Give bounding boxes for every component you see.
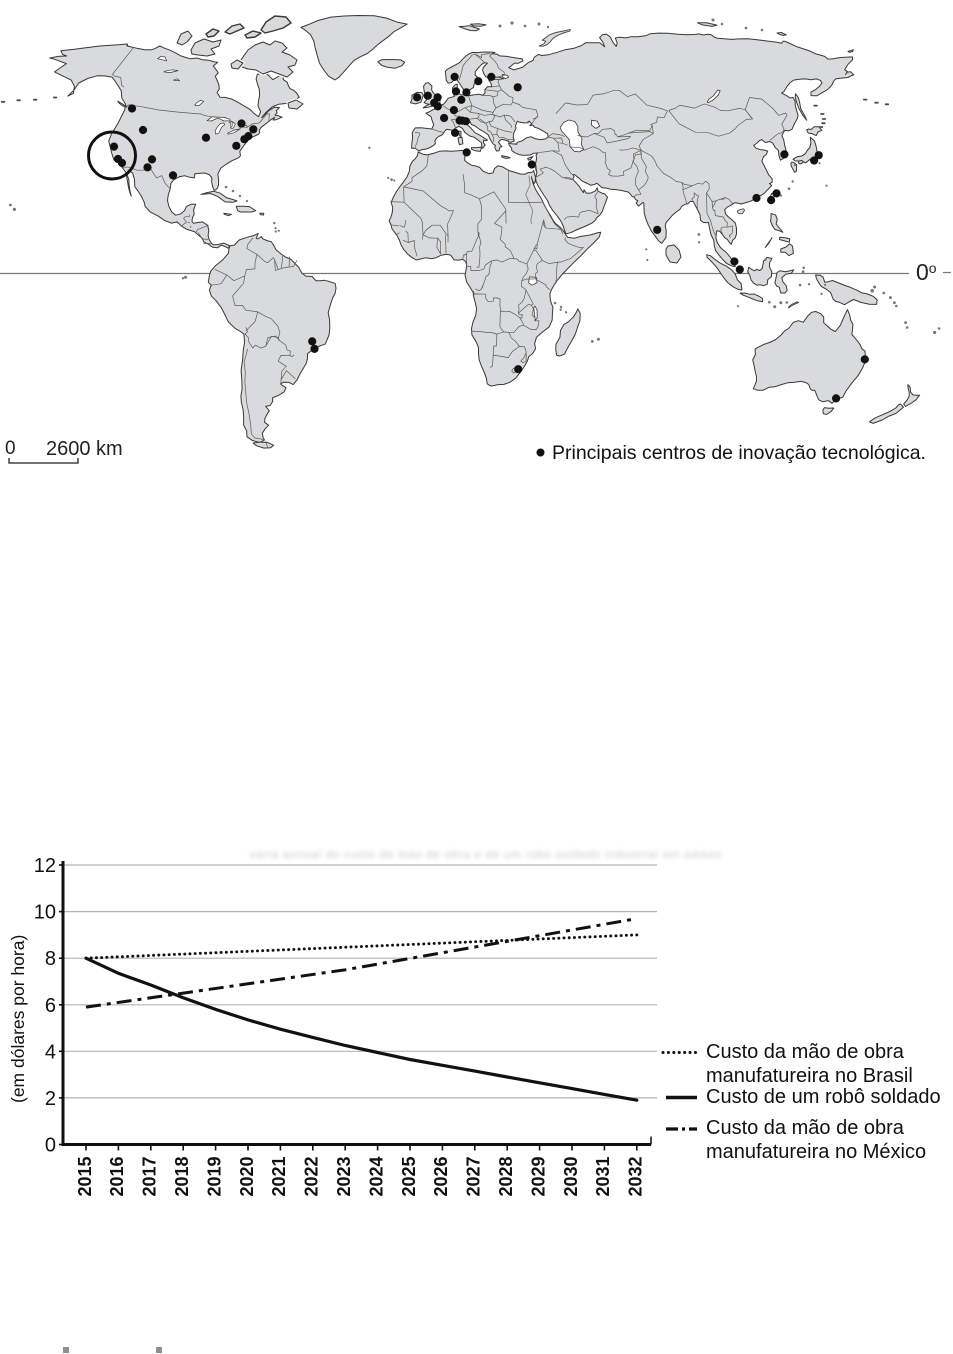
svg-text:0: 0 xyxy=(45,1135,56,1157)
svg-text:2032: 2032 xyxy=(626,1157,646,1197)
svg-text:2024: 2024 xyxy=(366,1157,386,1197)
svg-text:2025: 2025 xyxy=(399,1157,419,1197)
svg-text:2020: 2020 xyxy=(237,1157,257,1197)
svg-text:2023: 2023 xyxy=(334,1157,354,1197)
svg-text:2019: 2019 xyxy=(204,1157,224,1197)
svg-text:2026: 2026 xyxy=(431,1157,451,1197)
svg-text:(em dólares por hora): (em dólares por hora) xyxy=(8,935,28,1103)
svg-text:Custo da mão de obra: Custo da mão de obra xyxy=(706,1117,905,1139)
svg-text:2016: 2016 xyxy=(107,1157,127,1197)
svg-text:2027: 2027 xyxy=(464,1157,484,1197)
svg-text:8: 8 xyxy=(45,948,56,970)
svg-text:4: 4 xyxy=(45,1041,56,1063)
svg-text:12: 12 xyxy=(34,855,56,877)
svg-text:2022: 2022 xyxy=(302,1157,322,1197)
svg-text:2018: 2018 xyxy=(172,1157,192,1197)
svg-text:manufatureira no Brasil: manufatureira no Brasil xyxy=(706,1065,913,1087)
svg-text:Principais centros de inovação: Principais centros de inovação tecnológi… xyxy=(552,442,926,464)
svg-text:2031: 2031 xyxy=(593,1157,613,1197)
svg-text:0: 0 xyxy=(5,438,16,459)
svg-text:2600 km: 2600 km xyxy=(46,438,123,460)
svg-text:2028: 2028 xyxy=(496,1157,516,1197)
svg-text:Custo da mão de obra: Custo da mão de obra xyxy=(706,1041,905,1063)
svg-text:10: 10 xyxy=(34,902,56,924)
svg-text:6: 6 xyxy=(45,995,56,1017)
svg-text:2017: 2017 xyxy=(140,1157,160,1197)
svg-text:2: 2 xyxy=(45,1088,56,1110)
svg-text:Custo de um robô soldado: Custo de um robô soldado xyxy=(706,1086,941,1108)
svg-text:manufatureira no México: manufatureira no México xyxy=(706,1141,926,1163)
svg-text:2015: 2015 xyxy=(75,1157,95,1197)
svg-text:2021: 2021 xyxy=(269,1157,289,1197)
svg-text:2029: 2029 xyxy=(528,1157,548,1197)
svg-text:2030: 2030 xyxy=(561,1157,581,1197)
